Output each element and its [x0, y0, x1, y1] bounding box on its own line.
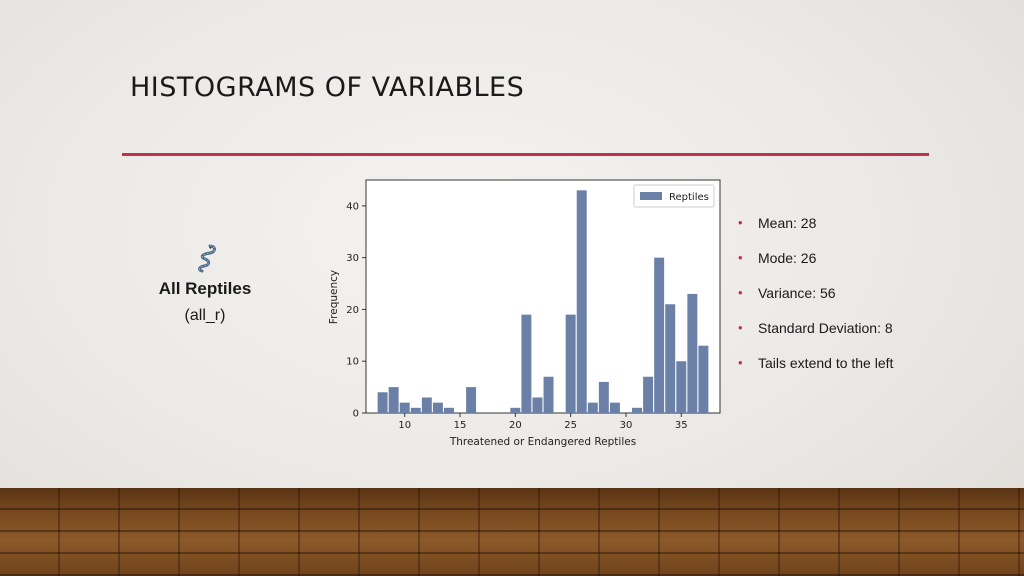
y-axis-label: Frequency	[328, 270, 340, 324]
histogram-bar	[510, 407, 521, 413]
x-tick-label: 30	[620, 420, 633, 431]
histogram-bar	[432, 402, 443, 413]
stat-item: • Tails extend to the left	[738, 355, 893, 390]
stat-text: Variance: 56	[758, 285, 836, 301]
legend: Reptiles	[633, 184, 715, 208]
histogram-bar	[598, 381, 609, 413]
histogram-bar	[543, 376, 554, 413]
x-tick-label: 20	[509, 420, 522, 431]
dataset-code: (all_r)	[184, 307, 226, 324]
histogram-bar	[665, 304, 676, 413]
histogram-bar	[466, 387, 477, 413]
histogram-bar	[443, 407, 454, 413]
histogram-bar	[632, 407, 643, 413]
y-tick-label: 10	[346, 357, 359, 368]
x-tick-label: 35	[675, 420, 688, 431]
bullet-icon: •	[738, 215, 743, 230]
histogram-bar	[576, 190, 587, 413]
stat-text: Mode: 26	[758, 250, 817, 266]
y-tick-label: 20	[346, 305, 359, 316]
snake-icon	[198, 244, 216, 273]
bullet-icon: •	[738, 355, 743, 370]
histogram-bar	[676, 361, 687, 413]
stat-item: • Mean: 28	[738, 215, 893, 250]
stat-item: • Mode: 26	[738, 250, 893, 285]
histogram-chart: 10 15 20 25 30 35 0 10 20 30 40 Threatened or End…	[328, 179, 721, 448]
histogram-bar	[654, 257, 665, 413]
x-tick-label: 15	[454, 420, 467, 431]
bullet-icon: •	[738, 250, 743, 265]
histogram-bar	[565, 314, 576, 413]
histogram-bar	[609, 402, 620, 413]
slide-title: HISTOGRAMS OF VARIABLES	[130, 72, 525, 103]
x-tick-label: 25	[564, 420, 577, 431]
histogram-bar	[698, 345, 709, 413]
legend-label: Reptiles	[669, 192, 709, 203]
wood-floor-planks	[0, 488, 1024, 576]
histogram-bar	[532, 397, 543, 413]
x-axis-label: Threatened or Endangered Reptiles	[449, 436, 636, 448]
dataset-name: All Reptiles	[158, 279, 252, 298]
stat-text: Standard Deviation: 8	[758, 320, 893, 336]
stat-text: Tails extend to the left	[758, 355, 894, 371]
histogram-bar	[687, 293, 698, 413]
histogram-bar	[377, 392, 388, 413]
histogram-bar	[421, 397, 432, 413]
y-tick-label: 0	[353, 409, 359, 420]
title-divider	[122, 153, 929, 156]
histogram-bar	[388, 387, 399, 413]
x-tick-label: 10	[398, 420, 411, 431]
stats-list: • Mean: 28 • Mode: 26 • Variance: 56 • Standard…	[738, 215, 893, 390]
y-tick-label: 30	[346, 253, 359, 264]
stat-text: Mean: 28	[758, 215, 817, 231]
bullet-icon: •	[738, 320, 743, 335]
histogram-bar	[587, 402, 598, 413]
bullet-icon: •	[738, 285, 743, 300]
histogram-bar	[410, 407, 421, 413]
y-tick-label: 40	[346, 201, 359, 212]
wood-floor	[0, 488, 1024, 576]
stat-item: • Standard Deviation: 8	[738, 320, 893, 355]
histogram-bar	[399, 402, 410, 413]
histogram-bar	[521, 314, 532, 413]
histogram-bar	[643, 376, 654, 413]
stat-item: • Variance: 56	[738, 285, 893, 320]
legend-swatch	[640, 192, 662, 200]
